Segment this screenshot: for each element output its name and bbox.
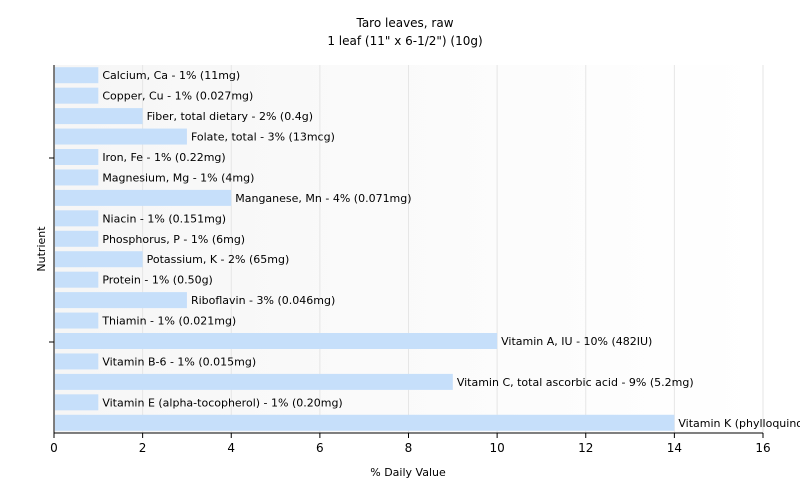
bar xyxy=(55,251,143,268)
bar-label: Thiamin - 1% (0.021mg) xyxy=(101,315,236,328)
bar-label: Vitamin C, total ascorbic acid - 9% (5.2… xyxy=(457,376,694,389)
bar xyxy=(55,169,99,186)
x-tick-label: 4 xyxy=(227,441,235,455)
bar xyxy=(55,292,187,309)
bar xyxy=(55,230,99,247)
bar-label: Phosphorus, P - 1% (6mg) xyxy=(102,233,245,246)
bar xyxy=(55,333,498,349)
bar-label: Manganese, Mn - 4% (0.071mg) xyxy=(235,192,411,205)
y-axis-label: Nutrient xyxy=(35,226,48,272)
chart-title: Taro leaves, raw xyxy=(355,16,453,30)
bar-label: Potassium, K - 2% (65mg) xyxy=(147,253,290,266)
bar xyxy=(55,394,99,411)
bar-label: Fiber, total dietary - 2% (0.4g) xyxy=(147,110,313,123)
bar-label: Iron, Fe - 1% (0.22mg) xyxy=(102,151,225,164)
bar xyxy=(55,87,99,104)
x-tick-label: 2 xyxy=(139,441,147,455)
bar-label: Magnesium, Mg - 1% (4mg) xyxy=(102,171,254,184)
bar-label: Riboflavin - 3% (0.046mg) xyxy=(191,294,335,307)
bar xyxy=(55,373,453,390)
bar xyxy=(55,312,99,329)
bar xyxy=(55,271,99,288)
bar xyxy=(55,353,99,370)
bar xyxy=(55,149,99,165)
bar-label: Vitamin B-6 - 1% (0.015mg) xyxy=(102,355,256,368)
plot-area: Calcium, Ca - 1% (11mg) Copper, Cu - 1% (… xyxy=(49,65,800,455)
bar xyxy=(55,128,187,145)
bar xyxy=(55,108,143,125)
bar-label: Calcium, Ca - 1% (11mg) xyxy=(102,69,240,82)
x-tick-label: 16 xyxy=(755,441,770,455)
x-axis-label: % Daily Value xyxy=(370,466,446,479)
x-tick-label: 12 xyxy=(578,441,593,455)
bar-label: Copper, Cu - 1% (0.027mg) xyxy=(102,90,253,103)
x-tick-label: 14 xyxy=(667,441,682,455)
bar-label: Niacin - 1% (0.151mg) xyxy=(102,212,226,225)
bar xyxy=(55,189,232,206)
x-tick-label: 10 xyxy=(489,441,504,455)
bar xyxy=(55,414,675,431)
bar-label: Vitamin K (phylloquinone) - 14% (10.9mcg… xyxy=(678,417,800,430)
x-tick-label: 0 xyxy=(50,441,58,455)
bar-label: Vitamin A, IU - 10% (482IU) xyxy=(501,335,652,348)
x-tick-label: 8 xyxy=(405,441,413,455)
bar xyxy=(55,210,99,227)
bar xyxy=(55,67,99,84)
bar-label: Folate, total - 3% (13mcg) xyxy=(191,131,335,144)
chart-subtitle: 1 leaf (11" x 6-1/2") (10g) xyxy=(327,34,482,48)
bar-label: Vitamin E (alpha-tocopherol) - 1% (0.20m… xyxy=(102,396,342,409)
bar-label: Protein - 1% (0.50g) xyxy=(102,274,213,287)
x-tick-label: 6 xyxy=(316,441,324,455)
